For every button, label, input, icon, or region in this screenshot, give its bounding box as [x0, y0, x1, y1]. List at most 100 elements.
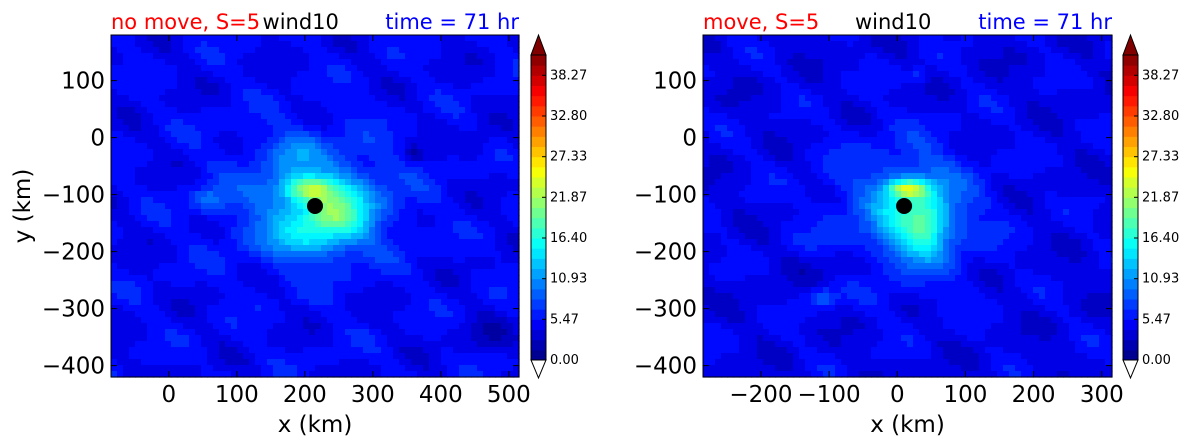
colorbar-level	[1123, 146, 1138, 158]
colorbar-level	[1123, 227, 1138, 239]
colorbar-level	[1123, 299, 1138, 310]
colorbar-level	[1123, 349, 1138, 361]
colorbar-level	[1123, 177, 1138, 188]
colorbar-level	[531, 248, 546, 259]
colorbar-level	[531, 197, 546, 208]
x-tick-label: 0	[890, 382, 905, 408]
y-tick-label: −300	[634, 297, 697, 323]
colorbar-tick-label: 38.27	[1142, 68, 1179, 83]
x-tick-label: 500	[487, 382, 531, 408]
colorbar-level	[531, 177, 546, 188]
colorbar-level	[531, 288, 546, 300]
heatmap-field	[111, 35, 520, 378]
y-axis-label: y (km)	[10, 169, 36, 244]
colorbar-tick-label: 10.93	[550, 272, 587, 287]
colorbar-extend-min	[530, 359, 547, 380]
colorbar-level	[1123, 116, 1138, 127]
x-tick-label: 200	[1012, 382, 1056, 408]
colorbar-frame	[530, 54, 547, 361]
colorbar-tick-label: 21.87	[1142, 190, 1179, 205]
colorbar-level	[531, 319, 546, 330]
colorbar-level	[531, 268, 546, 280]
x-tick-label: 300	[1080, 382, 1124, 408]
colorbar-level	[531, 116, 546, 127]
title-center: wind10	[263, 10, 339, 34]
heatmap-field	[703, 35, 1113, 378]
colorbar-level	[531, 156, 546, 168]
x-tick-label: −200	[729, 382, 792, 408]
x-tick-label: −100	[798, 382, 861, 408]
storm-center-marker	[896, 198, 913, 214]
colorbar: 0.00 5.47 10.93 16.40 21.87 27.33 32.80 38.27	[530, 33, 587, 380]
y-tick-label: −400	[42, 354, 105, 380]
colorbar-level	[1123, 288, 1138, 300]
title-left: no move, S=5	[111, 10, 260, 34]
colorbar-level	[1123, 156, 1138, 168]
y-tick-label: 100	[653, 69, 697, 95]
x-axis-label: x (km)	[870, 412, 945, 438]
panel-left: 0 100 200 300 400 500 100 0 −100 −200 −300 −400 x (k…	[10, 10, 587, 438]
y-tick-label: 0	[682, 126, 697, 152]
colorbar-level	[531, 278, 546, 290]
colorbar-level	[531, 126, 546, 137]
colorbar-extend-min	[1122, 359, 1139, 380]
title-right: time = 71 hr	[385, 10, 519, 34]
y-tick-label: −200	[634, 240, 697, 266]
colorbar-level	[1123, 85, 1138, 97]
colorbar-level	[531, 207, 546, 219]
colorbar-level	[531, 166, 546, 178]
colorbar-frame	[1122, 54, 1139, 361]
colorbar-level	[1123, 278, 1138, 290]
colorbar-extend-max	[1122, 33, 1139, 56]
y-tick-label: −100	[634, 183, 697, 209]
colorbar-level	[1123, 207, 1138, 219]
colorbar-level	[1123, 197, 1138, 208]
colorbar-level	[531, 187, 546, 198]
colorbar-tick-label: 16.40	[1142, 231, 1179, 246]
colorbar-tick-label: 10.93	[1142, 272, 1179, 287]
colorbar-level	[1123, 105, 1138, 117]
colorbar-level	[531, 65, 546, 76]
colorbar-level	[531, 299, 546, 310]
colorbar-level	[531, 146, 546, 158]
colorbar-level	[531, 329, 546, 341]
colorbar-tick-label: 5.47	[550, 312, 579, 327]
colorbar-level	[1123, 319, 1138, 330]
colorbar-tick-label: 5.47	[1142, 312, 1171, 327]
colorbar-level	[531, 85, 546, 97]
colorbar-level	[531, 105, 546, 117]
colorbar-extend-max	[530, 33, 547, 56]
colorbar-level	[531, 349, 546, 361]
colorbar-level	[1123, 248, 1138, 259]
colorbar-level	[531, 238, 546, 249]
colorbar-level	[1123, 187, 1138, 198]
y-tick-label: −100	[42, 183, 105, 209]
colorbar-level	[531, 217, 546, 229]
colorbar-tick-label: 27.33	[550, 150, 587, 165]
colorbar-level	[1123, 166, 1138, 178]
colorbar-level	[531, 136, 546, 147]
title-left: move, S=5	[703, 10, 819, 34]
colorbar-level	[531, 258, 546, 269]
colorbar-level	[1123, 55, 1138, 66]
colorbar-level	[531, 227, 546, 239]
title-center: wind10	[855, 10, 931, 34]
colorbar-level	[1123, 95, 1138, 107]
x-tick-label: 100	[943, 382, 987, 408]
panel-right: −200 −100 0 100 200 3001000−100−200−300−400x …	[634, 10, 1179, 438]
y-tick-label: 0	[90, 126, 105, 152]
colorbar-tick-label: 16.40	[550, 231, 587, 246]
colorbar-level	[1123, 136, 1138, 147]
colorbar-tick-label: 0.00	[1142, 353, 1171, 368]
y-tick-label: 100	[61, 69, 105, 95]
colorbar-level	[1123, 268, 1138, 280]
colorbar-level	[1123, 258, 1138, 269]
x-tick-label: 200	[283, 382, 327, 408]
colorbar-level	[1123, 217, 1138, 229]
colorbar-level	[531, 75, 546, 86]
colorbar-level	[1123, 65, 1138, 76]
axes-frame	[110, 34, 520, 378]
colorbar-tick-label: 0.00	[550, 353, 579, 368]
colorbar-tick-label: 27.33	[1142, 150, 1179, 165]
